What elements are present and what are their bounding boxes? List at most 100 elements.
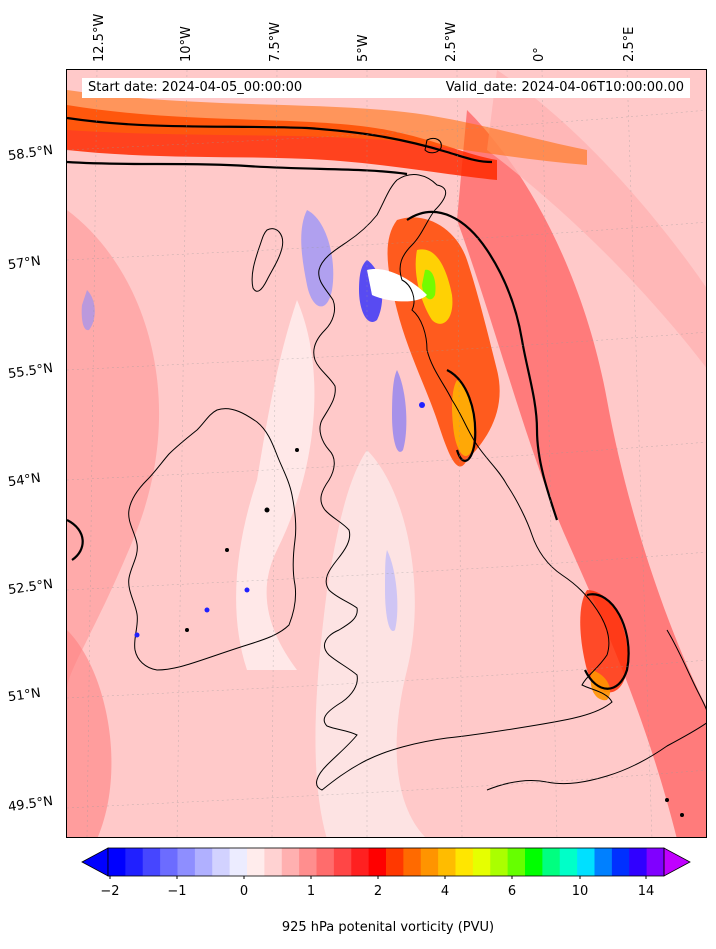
pv-east-anglia-orange [590,670,611,701]
colorbar-segment [472,848,491,876]
pv-orange-east [452,380,474,456]
colorbar-segment [629,848,648,876]
colorbar-outline [107,847,665,877]
gridline [541,70,558,837]
colorbar-segment [559,848,578,876]
gridline [86,70,98,837]
start-date-text: Start date: 2024-04-05_00:00:00 [88,80,303,95]
pv-east-anglia-high [580,590,628,693]
pv-feature-dot [264,507,270,513]
coastline-hebrides [251,228,284,292]
pv-missing-highlands [367,269,427,302]
longitude-label: 10°W [179,26,194,62]
coastline-great-britain [313,174,613,791]
gridline [67,331,706,371]
latitude-label: 52.5°N [7,576,54,599]
latitude-label: 58.5°N [7,142,54,165]
valid-date-text: Valid_date: 2024-04-06T10:00:00.00 [445,80,684,95]
colorbar-segment [611,848,630,876]
gridline [176,70,188,837]
longitude-label: 0° [532,47,547,62]
longitude-label: 5°W [356,34,371,62]
colorbar-segment [108,848,126,876]
gridline [67,441,706,481]
latitude-label: 57°N [7,253,42,274]
coastline-france [486,722,706,791]
pv-feature-dot-blue [134,632,140,638]
colorbar-segment [386,848,404,876]
colorbar-tick-label: 6 [507,884,517,899]
colorbar-segment [490,848,509,876]
coastlines [128,137,706,791]
pv-negative-streak-1 [392,370,407,452]
pv-2-contours [67,116,630,690]
pv-feature-dot-blue [244,587,250,593]
latitude-label: 54°N [7,470,42,491]
colorbar-segment [507,848,526,876]
pv-streak-sw [67,630,112,837]
colorbar-tick-label: 4 [440,884,450,899]
colorbar-segment [177,848,196,876]
colorbar-segment [299,848,317,876]
colorbar-segment [142,848,161,876]
colorbar-tick-label: −1 [167,884,187,899]
pv-small-features [185,448,684,817]
colorbar-segment [229,848,248,876]
pv-band-north-outer [67,90,587,165]
colorbar-segment [403,848,422,876]
pv-contour-east [406,210,559,521]
gridline [271,70,278,837]
colorbar-segment [333,848,352,876]
colorbar-segment [160,848,178,876]
colorbar-segment [594,848,613,876]
pv-band-east [457,110,706,837]
colorbar-segment [281,848,300,876]
colorbar-segment [577,848,595,876]
colorbar-segment [316,848,335,876]
pv-contour-north [67,116,493,164]
colorbar-segment [646,848,665,876]
pv-feature-dot [185,628,189,632]
gridline [626,70,653,837]
map-frame [66,69,707,838]
colorbar-tick-label: −2 [100,884,120,899]
gridline [67,551,706,591]
colorbar-tick-label: 2 [373,884,383,899]
colorbar-segment [264,848,283,876]
pv-streak-west [67,210,160,690]
gridline [67,109,706,151]
pv-contour-north-lower [67,160,408,176]
colorbar-title: 925 hPa potenital vorticity (PVU) [281,920,495,935]
latitude-label: 49.5°N [7,793,54,816]
pv-feature-dot-blue [204,607,210,613]
colorbar-segment [212,848,231,876]
gridline [67,659,706,699]
colorbar-tick-label: 0 [239,884,249,899]
colorbar-segment [125,848,144,876]
gridline [67,769,706,809]
longitude-label: 7.5°W [268,21,283,62]
longitude-label: 2.5°W [444,21,459,62]
pv-feature-dot [225,548,229,552]
colorbar-segment [351,848,370,876]
colorbar-under-arrow [81,847,109,877]
pv-feature-dot [295,448,299,452]
colorbar-tick-label: 1 [306,884,316,899]
coastline-orkney [424,137,442,154]
latitude-label: 55.5°N [7,360,54,383]
pv-feature-dot [680,813,684,817]
longitude-label: 2.5°E [622,26,637,62]
pv-negative-streak-3 [385,550,398,632]
colorbar-tick-label: 10 [571,884,589,899]
latitude-label: 51°N [7,685,42,706]
longitude-label: 12.5°W [92,13,107,62]
colorbar-tick-label: 14 [637,884,655,899]
pv-negative-streak-2 [81,290,95,331]
pv-feature-dot-blue [419,402,425,408]
pv-contour-east-anglia [584,593,630,690]
colorbar-segment [194,848,213,876]
coastline-ireland [128,408,297,671]
gridline [456,70,463,837]
gridline [67,221,706,261]
pv-small-blue-features [134,402,425,638]
